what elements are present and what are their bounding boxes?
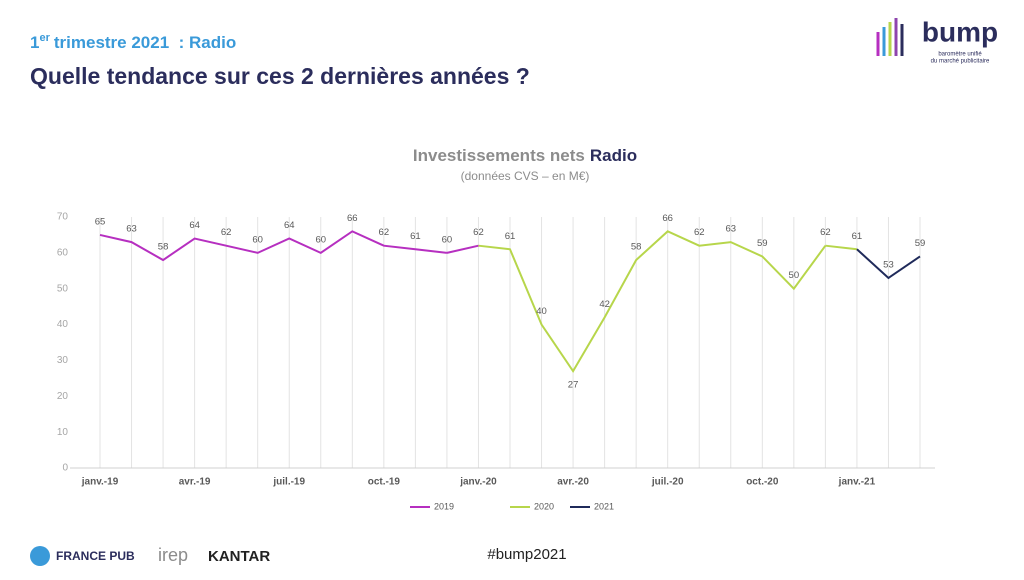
x-tick-label: oct.-19 — [368, 477, 401, 488]
y-tick-label: 60 — [57, 247, 69, 258]
data-label: 62 — [473, 227, 484, 238]
data-label: 61 — [852, 231, 863, 242]
kicker-sup: er — [39, 32, 50, 44]
y-tick-label: 0 — [62, 463, 68, 474]
data-label: 62 — [379, 227, 390, 238]
data-label: 27 — [568, 380, 579, 391]
logo-text: bump — [922, 16, 998, 47]
data-label: 64 — [189, 220, 200, 231]
x-tick-label: avr.-19 — [179, 477, 211, 488]
data-label: 66 — [347, 213, 358, 224]
chart-title-emphasis: Radio — [590, 146, 637, 165]
logo-tagline: du marché publicitaire — [931, 59, 990, 65]
y-tick-label: 10 — [57, 427, 69, 438]
line-series — [99, 230, 448, 262]
data-label: 62 — [221, 227, 232, 238]
chart-title: Investissements nets Radio — [413, 146, 637, 165]
slide-title: Quelle tendance sur ces 2 dernières anné… — [30, 63, 530, 89]
data-label: 42 — [599, 299, 610, 310]
legend-label: 2019 — [434, 501, 454, 511]
francepub-icon — [30, 546, 50, 566]
logo: bump baromètre unifié du marché publicit… — [876, 16, 998, 65]
footer-logo: irep — [158, 545, 188, 565]
data-label: 63 — [725, 224, 736, 235]
data-label: 58 — [631, 242, 642, 253]
line-series — [478, 230, 827, 374]
x-tick-label: janv.-20 — [459, 477, 497, 488]
data-label: 60 — [442, 234, 453, 245]
kicker: 1er trimestre 2021 : Radio — [30, 32, 236, 53]
y-tick-label: 30 — [57, 355, 69, 366]
data-label: 60 — [315, 234, 326, 245]
data-label: 59 — [757, 238, 768, 249]
kicker-number: 1 — [30, 33, 39, 52]
data-label: 59 — [915, 238, 926, 249]
hashtag: #bump2021 — [487, 546, 566, 563]
legend-label: 2021 — [594, 501, 614, 511]
x-tick-label: avr.-20 — [557, 477, 589, 488]
x-tick-label: oct.-20 — [746, 477, 779, 488]
data-label: 61 — [410, 231, 421, 242]
data-label: 50 — [789, 270, 800, 281]
data-label: 60 — [252, 234, 263, 245]
y-tick-label: 50 — [57, 283, 69, 294]
x-tick-label: janv.-21 — [838, 477, 876, 488]
footer-logo: FRANCE PUB — [56, 549, 135, 563]
data-label: 64 — [284, 220, 295, 231]
line-series — [856, 248, 921, 280]
data-label: 62 — [694, 227, 705, 238]
plot: 0 10 20 30 40 50 60 70 janv.-19 avr.-19 juil.-19 oc… — [57, 212, 935, 511]
line-connector — [825, 244, 858, 251]
data-label: 62 — [820, 227, 831, 238]
data-label: 53 — [883, 259, 894, 270]
x-tick-label: janv.-19 — [81, 477, 119, 488]
y-tick-label: 70 — [57, 212, 69, 223]
data-label: 66 — [662, 213, 673, 224]
data-label: 63 — [126, 224, 137, 235]
footer-logo: KANTAR — [208, 548, 270, 565]
chart-subtitle: (données CVS – en M€) — [461, 169, 590, 183]
chart-title-main: Investissements nets — [413, 146, 585, 165]
logo-tagline: baromètre unifié — [938, 52, 982, 58]
x-tick-label: juil.-20 — [651, 477, 684, 488]
line-connector — [446, 244, 479, 254]
footer: FRANCE PUB irep KANTAR #bump2021 — [30, 545, 567, 566]
legend-label: 2020 — [534, 501, 554, 511]
kicker-rest: trimestre 2021 : Radio — [54, 33, 236, 52]
y-tick-label: 40 — [57, 319, 69, 330]
data-label: 58 — [158, 242, 169, 253]
data-label: 65 — [95, 216, 106, 227]
x-tick-label: juil.-19 — [272, 477, 305, 488]
data-label: 40 — [536, 306, 547, 317]
data-label: 61 — [505, 231, 516, 242]
y-tick-label: 20 — [57, 391, 69, 402]
